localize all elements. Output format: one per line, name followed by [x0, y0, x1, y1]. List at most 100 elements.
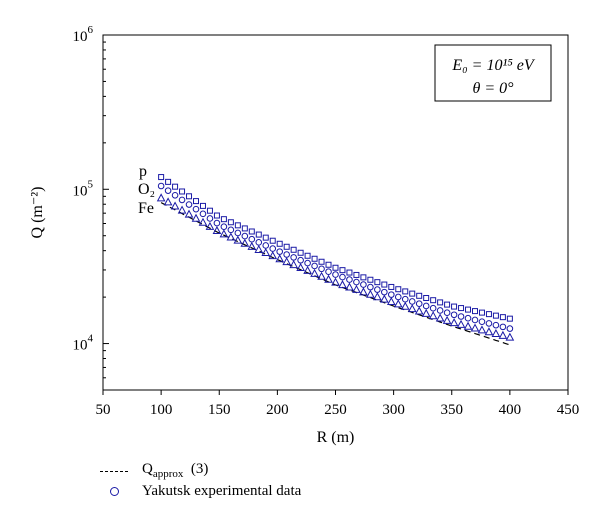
point-triangle: [373, 292, 382, 301]
annotation-box: E₀ = 10¹⁵ eV θ = 0°: [434, 44, 552, 102]
curve-label-0: p: [139, 163, 147, 180]
circle-marker-icon: [100, 485, 132, 499]
point-triangle: [470, 323, 480, 332]
point-square: [311, 255, 318, 262]
point-circle: [325, 268, 332, 276]
point-circle: [360, 281, 367, 288]
point-square: [381, 281, 388, 288]
point-square: [353, 271, 360, 278]
point-square: [220, 216, 227, 223]
point-square: [297, 249, 304, 256]
point-square: [402, 288, 409, 295]
x-tick-label-200: 200: [266, 402, 289, 418]
point-triangle: [338, 280, 347, 289]
curve-label-2: Fe: [138, 200, 154, 217]
point-square: [179, 188, 186, 195]
point-triangle: [442, 315, 452, 324]
point-circle: [471, 316, 479, 324]
x-tick-label-100: 100: [150, 402, 173, 418]
curve-labels: pO₂ Fe: [138, 163, 155, 217]
point-square: [158, 174, 165, 181]
point-circle: [499, 323, 507, 331]
point-circle: [388, 291, 395, 298]
annotation-line-energy: E₀ = 10¹⁵ eV: [451, 57, 536, 74]
point-square: [465, 306, 472, 313]
point-triangle: [254, 244, 264, 253]
point-square: [472, 308, 478, 315]
point-circle: [450, 311, 458, 319]
curve-label-1: O₂: [138, 181, 155, 198]
point-square: [262, 234, 269, 241]
point-square: [304, 252, 311, 259]
point-square: [423, 295, 430, 302]
point-circle: [429, 304, 437, 312]
approx-curve: [160, 202, 511, 346]
point-square: [199, 202, 206, 209]
point-circle: [262, 242, 270, 249]
x-tick-label-350: 350: [441, 402, 464, 418]
point-square: [409, 290, 416, 297]
point-triangle: [379, 294, 389, 303]
point-triangle: [310, 268, 319, 277]
x-tick-label-150: 150: [208, 402, 231, 418]
point-square: [193, 198, 199, 205]
point-triangle: [233, 235, 243, 244]
point-square: [269, 237, 276, 244]
point-circle: [234, 229, 242, 237]
point-triangle: [414, 306, 424, 315]
point-square: [165, 178, 172, 185]
point-square: [213, 212, 220, 219]
x-tick-label-450: 450: [557, 402, 580, 418]
point-square: [451, 303, 458, 310]
point-circle: [464, 314, 472, 322]
point-circle: [443, 309, 451, 316]
point-triangle: [156, 193, 166, 202]
point-square: [444, 301, 451, 308]
point-triangle: [317, 271, 326, 280]
point-circle: [381, 288, 388, 296]
point-circle: [367, 283, 374, 291]
point-triangle: [177, 205, 187, 214]
point-triangle: [205, 221, 215, 230]
legend-entry-approx: Qapprox (3): [100, 460, 301, 481]
point-circle: [492, 321, 500, 329]
point-circle: [318, 265, 325, 273]
x-tick-label-400: 400: [499, 402, 522, 418]
point-circle: [311, 262, 318, 270]
point-circle: [457, 313, 465, 320]
point-square: [339, 267, 346, 274]
y-axis-ticks: 104 105 106: [73, 24, 109, 391]
data-markers: [156, 174, 515, 341]
point-square: [332, 264, 339, 271]
approx-curve-path: [160, 202, 511, 346]
point-circle: [478, 318, 486, 325]
point-triangle: [477, 325, 487, 334]
point-circle: [283, 251, 290, 258]
point-square: [206, 207, 213, 214]
point-square: [360, 274, 367, 281]
point-triangle: [456, 319, 466, 328]
point-square: [388, 283, 395, 290]
point-square: [478, 309, 485, 316]
point-circle: [346, 276, 353, 283]
x-axis-label: R (m): [317, 429, 355, 446]
point-circle: [506, 325, 514, 332]
point-square: [506, 315, 513, 322]
point-circle: [269, 245, 277, 252]
point-circle: [185, 201, 193, 208]
point-square: [458, 305, 465, 312]
series-0: [158, 174, 513, 322]
point-circle: [171, 191, 179, 199]
point-triangle: [212, 225, 222, 234]
point-triangle: [449, 318, 459, 327]
point-square: [248, 228, 255, 235]
point-triangle: [247, 241, 257, 250]
point-circle: [422, 302, 430, 310]
point-square: [172, 183, 179, 190]
point-circle: [485, 320, 493, 327]
point-triangle: [289, 260, 298, 269]
point-square: [437, 299, 444, 306]
point-circle: [220, 223, 228, 231]
point-square: [283, 243, 290, 250]
